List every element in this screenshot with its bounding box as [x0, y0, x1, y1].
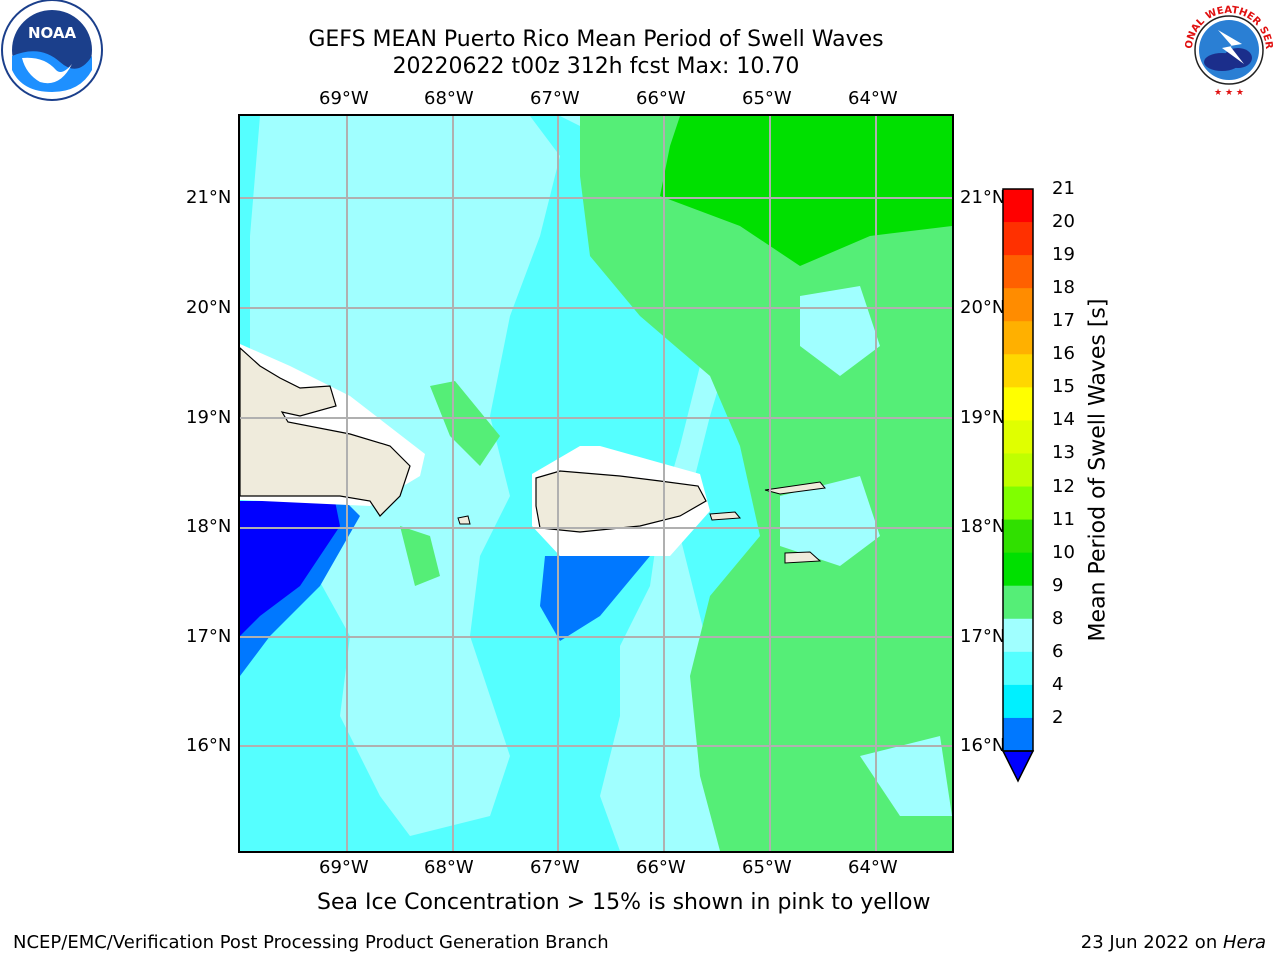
colorbar-tick-label: 2	[1052, 706, 1064, 728]
lat-label-right: 21°N	[960, 187, 1006, 208]
colorbar-segment	[1003, 288, 1033, 322]
swell-period-map	[240, 116, 952, 851]
hispaniola-land	[240, 347, 411, 517]
colorbar-segment	[1003, 486, 1033, 521]
colorbar-tick-label: 4	[1052, 673, 1064, 695]
lon-label-top: 64°W	[848, 88, 898, 109]
lon-label-bottom: 68°W	[424, 857, 474, 878]
colorbar-tick-label: 19	[1052, 244, 1075, 266]
svg-text:NOAA: NOAA	[28, 24, 77, 42]
colorbar-tick-label: 11	[1052, 508, 1075, 530]
colorbar-segment	[1003, 321, 1033, 355]
colorbar-tick-label: 6	[1052, 640, 1064, 662]
lon-label-bottom: 67°W	[530, 857, 580, 878]
lat-label-right: 16°N	[960, 735, 1006, 756]
colorbar-segment	[1003, 387, 1033, 421]
lon-label-top: 68°W	[424, 88, 474, 109]
lat-label-left: 21°N	[186, 187, 232, 208]
colorbar-tick-label: 14	[1052, 409, 1075, 431]
colorbar-segment	[1003, 453, 1033, 488]
colorbar-tick-label: 13	[1052, 442, 1075, 464]
branch-credit: NCEP/EMC/Verification Post Processing Pr…	[13, 932, 609, 953]
colorbar-segment	[1003, 222, 1033, 256]
map-subtitle: 20220622 t00z 312h fcst Max: 10.70	[392, 54, 800, 79]
noaa-logo: NOAA	[1, 0, 103, 101]
run-date: 23 Jun 2022 on Hera	[1080, 932, 1266, 953]
colorbar-tick-label: 21	[1052, 178, 1075, 199]
colorbar-tick-label: 16	[1052, 343, 1075, 365]
colorbar-segment	[1003, 651, 1033, 686]
colorbar-segment	[1003, 519, 1033, 554]
map-graticule	[240, 116, 952, 851]
colorbar-segment	[1003, 717, 1033, 752]
colorbar-tick-label: 17	[1052, 310, 1075, 332]
lon-label-top: 67°W	[530, 88, 580, 109]
map-title: GEFS MEAN Puerto Rico Mean Period of Swe…	[308, 27, 884, 52]
colorbar-under-arrow	[1001, 750, 1035, 783]
colorbar-tick-label: 20	[1052, 211, 1075, 233]
colorbar-tick-label: 12	[1052, 475, 1075, 497]
colorbar-segment	[1003, 255, 1033, 289]
lat-label-left: 16°N	[186, 735, 232, 756]
lon-label-bottom: 69°W	[319, 857, 369, 878]
contour-fill-10-11	[660, 116, 952, 266]
colorbar-tick-label: 15	[1052, 376, 1075, 398]
colorbar-tick-label: 9	[1052, 574, 1064, 596]
colorbar-segment	[1003, 618, 1033, 653]
colorbar	[1001, 188, 1035, 783]
lon-label-top: 66°W	[636, 88, 686, 109]
colorbar-tick-label: 18	[1052, 277, 1075, 299]
lat-label-left: 18°N	[186, 516, 232, 537]
lat-label-left: 17°N	[186, 626, 232, 647]
colorbar-tick-label: 8	[1052, 607, 1064, 629]
lon-label-top: 65°W	[742, 88, 792, 109]
lat-label-left: 19°N	[186, 407, 232, 428]
colorbar-segment	[1003, 684, 1033, 719]
sea-ice-note: Sea Ice Concentration > 15% is shown in …	[317, 890, 931, 915]
map-panel	[238, 114, 954, 853]
lon-label-bottom: 65°W	[742, 857, 792, 878]
colorbar-segment	[1003, 189, 1033, 223]
lon-label-bottom: 64°W	[848, 857, 898, 878]
lat-label-right: 19°N	[960, 407, 1006, 428]
lat-label-left: 20°N	[186, 297, 232, 318]
lon-label-bottom: 66°W	[636, 857, 686, 878]
colorbar-segment	[1003, 420, 1033, 454]
svg-text:★ ★ ★: ★ ★ ★	[1214, 88, 1244, 98]
colorbar-segment	[1003, 354, 1033, 388]
colorbar-segment	[1003, 552, 1033, 587]
lon-label-top: 69°W	[319, 88, 369, 109]
nws-logo: NATIONAL WEATHER SERVICE ★ ★ ★	[1178, 0, 1277, 98]
colorbar-title: Mean Period of Swell Waves [s]	[1085, 298, 1111, 642]
colorbar-tick-label: 10	[1052, 541, 1075, 563]
colorbar-segment	[1003, 585, 1033, 620]
lat-label-right: 17°N	[960, 626, 1006, 647]
lat-label-right: 18°N	[960, 516, 1006, 537]
colorbar-segments	[1003, 189, 1033, 752]
contour-fill-under-2	[240, 501, 340, 636]
lat-label-right: 20°N	[960, 297, 1006, 318]
